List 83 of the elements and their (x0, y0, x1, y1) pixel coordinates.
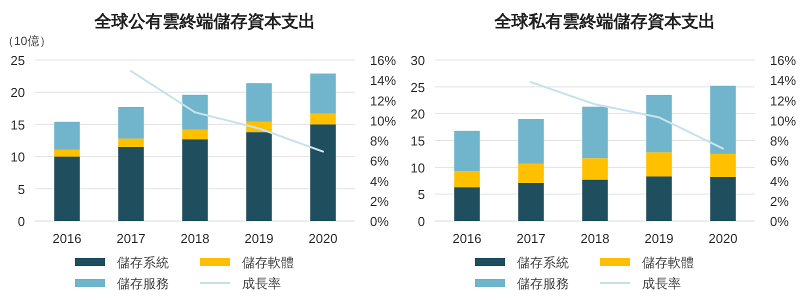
y2-tick-label: 0% (370, 214, 390, 229)
y-tick-label: 20 (410, 106, 425, 122)
bar (454, 130, 480, 172)
chart-title: 全球公有雲終端儲存資本支出 (94, 12, 316, 31)
legend-label: 成長率 (642, 276, 681, 291)
bar (646, 176, 672, 221)
y-tick-label: 25 (10, 53, 25, 68)
bar (454, 187, 480, 221)
y-tick-label: 25 (410, 80, 425, 95)
bar (646, 94, 672, 152)
line-series (130, 70, 324, 153)
x-tick-label: 2018 (580, 231, 610, 246)
x-tick-label: 2018 (180, 231, 210, 246)
legend-label: 成長率 (242, 276, 281, 291)
y-tick-label: 15 (410, 134, 425, 148)
y2-tick-label: 14% (370, 73, 396, 88)
y-tick-label: 30 (410, 53, 425, 68)
y2-tick-label: 14% (770, 73, 796, 88)
y-tick-label: 20 (10, 85, 25, 100)
y2-tick-label: 16% (370, 53, 396, 68)
legend-label: 儲存系統 (117, 255, 169, 270)
legend-label: 儲存軟體 (242, 255, 294, 270)
x-tick-label: 2020 (708, 231, 738, 246)
y2-tick-label: 16% (770, 53, 796, 68)
y2-tick-label: 12% (770, 93, 796, 108)
bar (246, 132, 272, 221)
bar (118, 107, 144, 139)
bar (646, 152, 672, 176)
bar (710, 154, 736, 177)
y2-tick-label: 12% (370, 93, 396, 108)
y2-tick-label: 2% (770, 194, 790, 209)
bar (118, 138, 144, 147)
bar (454, 171, 480, 188)
bar (310, 113, 336, 124)
y-tick-label: 10 (410, 160, 425, 176)
y-tick-label: 5 (418, 187, 425, 202)
y2-tick-label: 10% (770, 113, 796, 128)
y-tick-label: 15 (10, 117, 25, 132)
bar (246, 83, 272, 122)
chart-title: 全球私有雲終端儲存資本支出 (494, 12, 716, 31)
bar (518, 164, 544, 183)
bar (310, 124, 336, 221)
y2-tick-label: 4% (370, 174, 390, 189)
y2-tick-label: 8% (770, 134, 790, 148)
x-tick-label: 2017 (116, 231, 146, 246)
y-tick-label: 10 (10, 150, 25, 165)
x-tick-label: 2016 (452, 231, 482, 246)
bar (182, 94, 208, 130)
legend-label: 儲存服務 (117, 276, 169, 291)
bar (54, 156, 80, 221)
legend-label: 儲存軟體 (642, 255, 694, 270)
y-tick-label: 0 (18, 214, 25, 229)
y2-tick-label: 10% (370, 113, 396, 128)
y2-tick-label: 0% (770, 214, 790, 229)
bar (518, 119, 544, 164)
y-tick-label: 5 (18, 182, 25, 197)
bar (182, 130, 208, 140)
x-tick-label: 2020 (308, 231, 338, 246)
x-tick-label: 2019 (644, 231, 674, 246)
bar (582, 180, 608, 221)
bar (582, 106, 608, 158)
x-tick-label: 2019 (244, 231, 274, 246)
y2-tick-label: 6% (770, 154, 790, 169)
y2-tick-label: 4% (770, 174, 790, 189)
y-axis-title: （10億） (2, 34, 52, 48)
line-series (530, 81, 724, 150)
legend-label: 儲存系統 (517, 255, 569, 270)
x-tick-label: 2017 (516, 231, 546, 246)
bar (582, 158, 608, 180)
bar (182, 139, 208, 221)
bar (518, 182, 544, 221)
legend-label: 儲存服務 (517, 276, 569, 291)
y-tick-label: 0 (418, 214, 425, 229)
bar (710, 86, 736, 154)
y2-tick-label: 6% (370, 154, 390, 169)
bar (118, 146, 144, 221)
bar (710, 176, 736, 221)
y2-tick-label: 2% (370, 194, 390, 209)
y2-tick-label: 8% (370, 134, 390, 148)
bar (54, 122, 80, 150)
x-tick-label: 2016 (52, 231, 82, 246)
bar (310, 74, 336, 114)
bar (54, 150, 80, 157)
